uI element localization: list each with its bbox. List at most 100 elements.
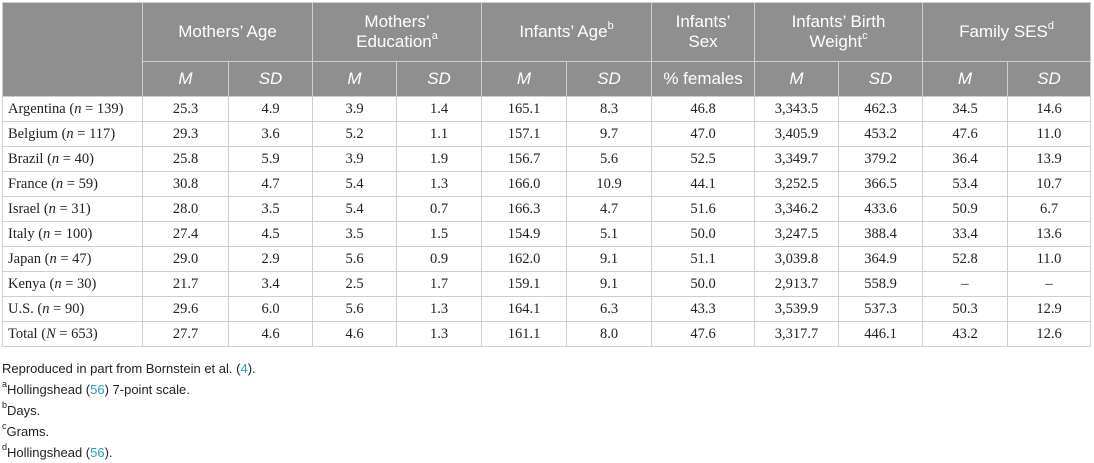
row-label: Brazil (n = 40) xyxy=(2,146,143,172)
table-cell: 5.6 xyxy=(312,246,397,272)
footnote-text-end: ). xyxy=(247,361,256,376)
table-row: Belgium (n = 117) 29.3 3.6 5.2 1.1 157.1 9.7 47… xyxy=(2,121,1092,147)
table-cell: 12.6 xyxy=(1007,321,1092,347)
table-cell: 4.6 xyxy=(312,321,397,347)
table-cell: 50.0 xyxy=(651,271,756,297)
table-cell: 159.1 xyxy=(481,271,568,297)
header-mothers-education: Mothers’ Educationa xyxy=(311,2,483,62)
subheader-sd: SD xyxy=(228,61,313,97)
table-row: Argentina (n = 139) 25.3 4.9 3.9 1.4 165.1 8.3… xyxy=(2,96,1092,122)
table-cell: 6.7 xyxy=(1007,196,1092,222)
table-cell: 157.1 xyxy=(481,121,568,147)
row-label: Belgium (n = 117) xyxy=(2,121,143,147)
table-cell: 8.0 xyxy=(566,321,653,347)
header-group-row: Mothers’ Age Mothers’ Educationa Infants… xyxy=(2,2,1092,97)
table-cell: 44.1 xyxy=(651,171,756,197)
header-infants-sex: Infants’ Sex xyxy=(651,2,756,62)
footnote-marker: b xyxy=(2,399,8,410)
row-label: Total (N = 653) xyxy=(2,321,143,347)
table-cell: 28.0 xyxy=(142,196,229,222)
table-cell: 21.7 xyxy=(142,271,229,297)
header-infants-age: Infants’ Ageb xyxy=(481,2,653,62)
table-cell: 33.4 xyxy=(922,221,1009,247)
table-cell: 3.9 xyxy=(312,96,397,122)
table-cell: 4.7 xyxy=(566,196,653,222)
table-cell: 46.8 xyxy=(651,96,756,122)
table-cell: 47.0 xyxy=(651,121,756,147)
reference-link[interactable]: 4 xyxy=(240,361,248,376)
table-cell: 34.5 xyxy=(922,96,1009,122)
subheader-m: M xyxy=(481,61,568,97)
sample-size-value: = 30 xyxy=(65,275,92,292)
header-infants-birth-weight: Infants’ Birth Weightc xyxy=(754,2,924,62)
table-cell: 36.4 xyxy=(922,146,1009,172)
table-cell: 27.4 xyxy=(142,221,229,247)
sample-size-value: = 31 xyxy=(59,200,86,217)
country-name: Belgium xyxy=(8,125,58,142)
table-cell: 558.9 xyxy=(838,271,924,297)
table-cell: 5.4 xyxy=(312,171,397,197)
table-cell: 166.3 xyxy=(481,196,568,222)
header-mothers-age: Mothers’ Age xyxy=(142,2,313,62)
subheader-m: M xyxy=(922,61,1009,97)
table-cell: 9.1 xyxy=(566,246,653,272)
sample-size-value: = 139 xyxy=(85,100,119,117)
table-cell: 3.5 xyxy=(228,196,313,222)
table-cell: 6.0 xyxy=(228,296,313,322)
footnote-text: Days. xyxy=(7,403,41,418)
sample-size-value: = 59 xyxy=(66,175,94,192)
subheader-sd: SD xyxy=(566,61,653,97)
table-cell: 51.1 xyxy=(651,246,756,272)
table-cell: 14.6 xyxy=(1007,96,1092,122)
sample-size-symbol: N xyxy=(46,325,56,342)
table-cell: 366.5 xyxy=(838,171,924,197)
reference-link[interactable]: 56 xyxy=(90,382,105,397)
table-cell: 3.6 xyxy=(228,121,313,147)
table-cell: 3.9 xyxy=(312,146,397,172)
table-cell: 3,039.8 xyxy=(754,246,840,272)
table-cell: 5.6 xyxy=(566,146,653,172)
table-row: Brazil (n = 40) 25.8 5.9 3.9 1.9 156.7 5.6 52.5… xyxy=(2,146,1092,172)
table-row: Japan (n = 47) 29.0 2.9 5.6 0.9 162.0 9.1 51.1 3… xyxy=(2,246,1092,272)
table-cell: 13.9 xyxy=(1007,146,1092,172)
header-family-ses: Family SESd xyxy=(922,2,1092,62)
table-cell: 3,346.2 xyxy=(754,196,840,222)
table-row: Israel (n = 31) 28.0 3.5 5.4 0.7 166.3 4.7 51.6… xyxy=(2,196,1092,222)
footnote-marker: c xyxy=(2,420,7,431)
footnote-marker: d xyxy=(2,441,8,452)
country-name: Israel xyxy=(8,200,41,217)
table-cell: 379.2 xyxy=(838,146,924,172)
row-label: Argentina (n = 139) xyxy=(2,96,143,122)
sample-size-value: = 100 xyxy=(53,225,88,242)
table-cell: – xyxy=(922,271,1009,297)
table-cell: 3.4 xyxy=(228,271,313,297)
table-cell: 1.4 xyxy=(395,96,483,122)
table-cell: 165.1 xyxy=(481,96,568,122)
table-cell: 52.8 xyxy=(922,246,1009,272)
table-cell: – xyxy=(1007,271,1092,297)
table-cell: 1.5 xyxy=(395,221,483,247)
subheader-sd: SD xyxy=(395,61,483,97)
sample-size-symbol: n xyxy=(74,100,82,117)
footnote: Reproduced in part from Bornstein et al.… xyxy=(2,358,256,379)
table-cell: 50.0 xyxy=(651,221,756,247)
reference-link[interactable]: 56 xyxy=(90,445,105,460)
table-cell: 43.2 xyxy=(922,321,1009,347)
sample-size-symbol: n xyxy=(51,150,60,167)
table-cell: 364.9 xyxy=(838,246,924,272)
footnote-text: Hollingshead ( xyxy=(7,382,91,397)
table-cell: 27.7 xyxy=(142,321,229,347)
row-label: Italy (n = 100) xyxy=(2,221,143,247)
table-cell: 51.6 xyxy=(651,196,756,222)
table-cell: 161.1 xyxy=(481,321,568,347)
table-cell: 11.0 xyxy=(1007,121,1092,147)
table-cell: 3,343.5 xyxy=(754,96,840,122)
footnote-text: Hollingshead ( xyxy=(7,445,91,460)
country-name: Argentina xyxy=(8,100,66,117)
country-name: Japan xyxy=(8,250,42,267)
sample-size-symbol: n xyxy=(43,225,51,242)
sample-size-value: = 40 xyxy=(62,150,90,167)
table-cell: 5.9 xyxy=(228,146,313,172)
table-cell: 433.6 xyxy=(838,196,924,222)
sample-size-symbol: n xyxy=(55,175,64,192)
